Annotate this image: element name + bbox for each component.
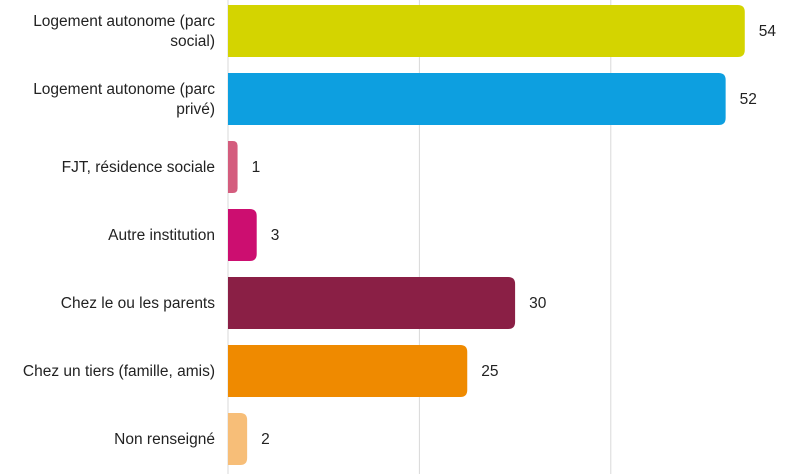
value-label-2: 1 — [252, 159, 261, 176]
category-label-4: Chez le ou les parents — [61, 295, 215, 312]
bar-5 — [228, 345, 468, 397]
value-label-3: 3 — [271, 227, 280, 244]
category-label-line-3-0: Autre institution — [108, 227, 215, 244]
category-label-line-1-0: Logement autonome (parc — [33, 81, 215, 98]
value-label-4: 30 — [529, 295, 547, 312]
category-label-line-6-0: Non renseigné — [114, 431, 215, 448]
bar-6 — [228, 413, 248, 465]
category-label-line-0-0: Logement autonome (parc — [33, 13, 215, 30]
category-label-1: Logement autonome (parc privé) — [33, 81, 215, 118]
category-labels: Logement autonome (parc social)Logement a… — [23, 13, 215, 448]
bar-4 — [228, 277, 516, 329]
category-label-line-5-0: Chez un tiers (famille, amis) — [23, 363, 215, 380]
value-labels: 54 52 1 3 30 25 2 — [252, 23, 777, 448]
category-label-6: Non renseigné — [114, 431, 215, 448]
category-label-line-0-1: social) — [170, 33, 215, 50]
category-label-line-4-0: Chez le ou les parents — [61, 295, 215, 312]
category-label-2: FJT, résidence sociale — [62, 159, 215, 176]
category-label-line-2-0: FJT, résidence sociale — [62, 159, 215, 176]
value-label-1: 52 — [740, 91, 757, 108]
value-label-6: 2 — [261, 431, 270, 448]
bars — [228, 5, 745, 465]
gridlines — [227, 0, 612, 474]
category-label-3: Autre institution — [108, 227, 215, 244]
value-label-0: 54 — [759, 23, 777, 40]
bar-2 — [228, 141, 238, 193]
bar-3 — [228, 209, 257, 261]
category-label-line-1-1: privé) — [176, 101, 215, 118]
bar-0 — [228, 5, 745, 57]
category-label-5: Chez un tiers (famille, amis) — [23, 363, 215, 380]
category-label-0: Logement autonome (parc social) — [33, 13, 215, 50]
value-label-5: 25 — [481, 363, 498, 380]
bar-1 — [228, 73, 726, 125]
